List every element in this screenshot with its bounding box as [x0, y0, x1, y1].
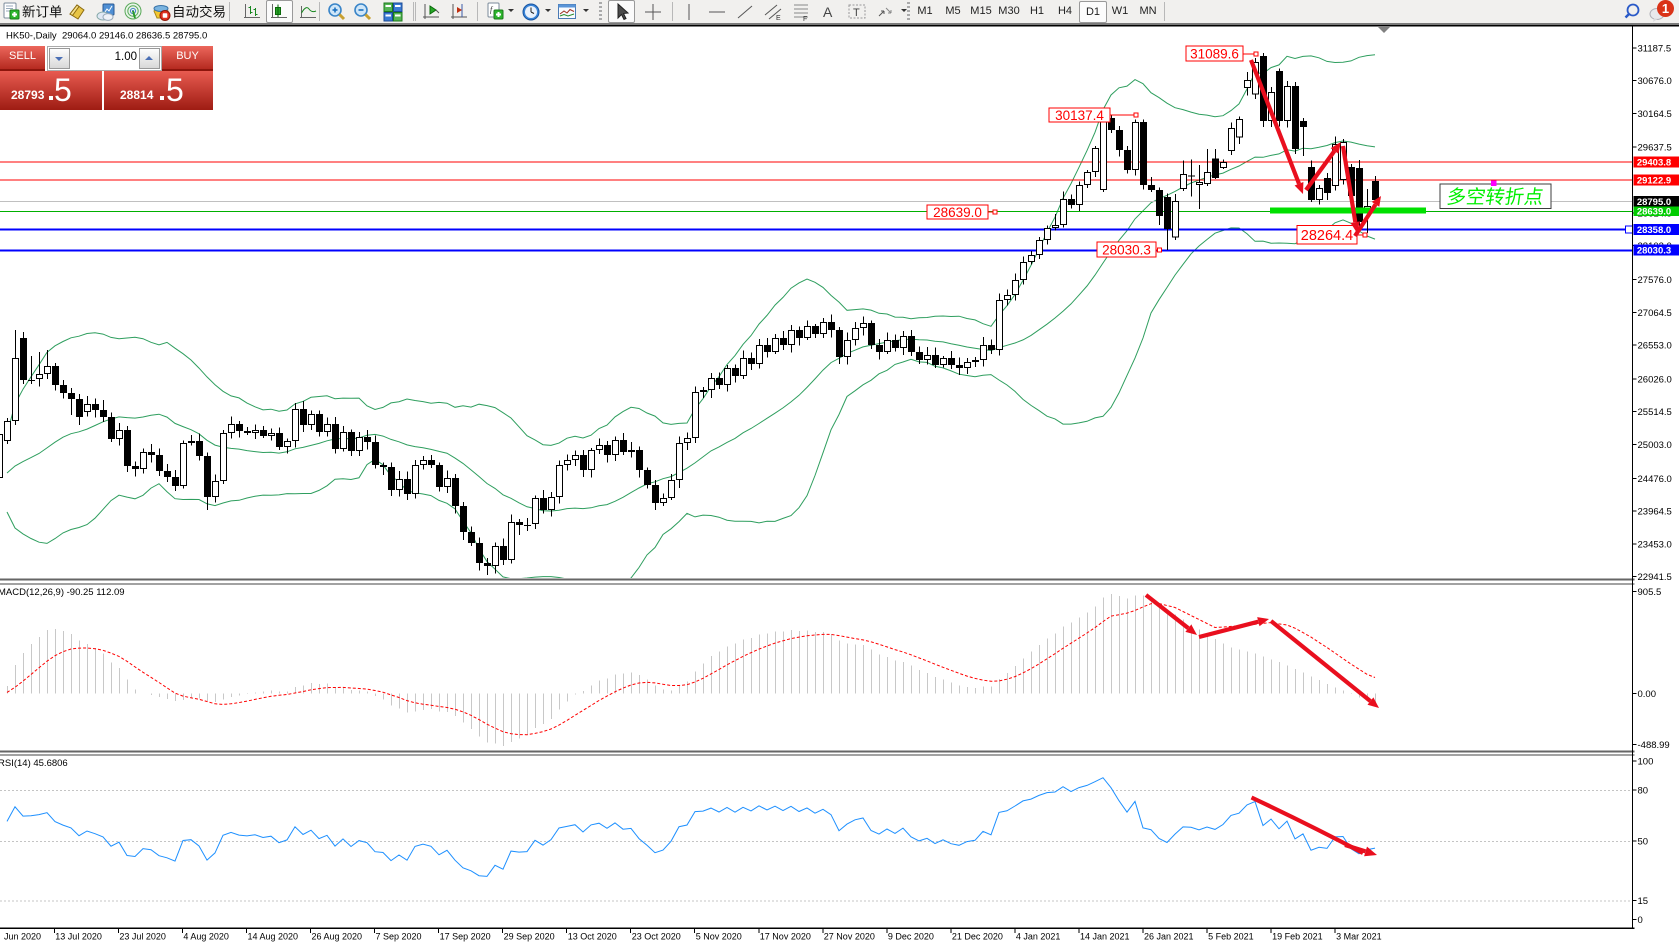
svg-text:-488.99: -488.99	[1638, 740, 1670, 751]
svg-text:7 Sep 2020: 7 Sep 2020	[376, 932, 422, 942]
svg-text:26026.0: 26026.0	[1638, 374, 1672, 385]
svg-text:21 Dec 2020: 21 Dec 2020	[952, 932, 1003, 942]
svg-text:28030.3: 28030.3	[1637, 246, 1671, 257]
svg-text:28639.0: 28639.0	[1637, 207, 1671, 218]
svg-text:23964.5: 23964.5	[1638, 507, 1672, 518]
svg-text:28639.0: 28639.0	[933, 205, 982, 220]
svg-text:HK50-,Daily 29064.0 29146.0 2: HK50-,Daily 29064.0 29146.0 28636.5 2879…	[6, 31, 207, 42]
svg-text:24476.0: 24476.0	[1638, 474, 1672, 485]
svg-text:25514.5: 25514.5	[1638, 407, 1672, 418]
svg-text:3 Mar 2021: 3 Mar 2021	[1336, 932, 1382, 942]
svg-text:30164.5: 30164.5	[1638, 109, 1672, 120]
svg-text:14 Jan 2021: 14 Jan 2021	[1080, 932, 1130, 942]
svg-text:4 Jan 2021: 4 Jan 2021	[1016, 932, 1061, 942]
svg-text:19 Feb 2021: 19 Feb 2021	[1272, 932, 1323, 942]
svg-text:E: E	[776, 15, 781, 22]
svg-text:26 Aug 2020: 26 Aug 2020	[312, 932, 363, 942]
svg-text:27576.0: 27576.0	[1638, 275, 1672, 286]
svg-text:31089.6: 31089.6	[1190, 46, 1239, 61]
svg-text:29637.5: 29637.5	[1638, 143, 1672, 154]
svg-text:9 Dec 2020: 9 Dec 2020	[888, 932, 934, 942]
svg-text:26553.0: 26553.0	[1638, 341, 1672, 352]
svg-text:28264.4: 28264.4	[1301, 228, 1353, 244]
svg-text:31187.5: 31187.5	[1638, 43, 1672, 54]
svg-text:25003.0: 25003.0	[1638, 440, 1672, 451]
svg-text:T: T	[853, 7, 860, 19]
svg-text:28795.0: 28795.0	[1637, 197, 1671, 208]
svg-text:28030.3: 28030.3	[1102, 242, 1151, 257]
svg-text:0.00: 0.00	[1638, 689, 1657, 700]
svg-text:13 Jul 2020: 13 Jul 2020	[55, 932, 102, 942]
svg-text:17 Sep 2020: 17 Sep 2020	[440, 932, 491, 942]
svg-text:RSI(14) 45.6806: RSI(14) 45.6806	[0, 758, 68, 769]
svg-text:13 Oct 2020: 13 Oct 2020	[568, 932, 617, 942]
svg-text:29122.9: 29122.9	[1637, 176, 1671, 187]
svg-text:23 Oct 2020: 23 Oct 2020	[632, 932, 681, 942]
svg-text:MACD(12,26,9) -90.25 112.09: MACD(12,26,9) -90.25 112.09	[0, 587, 125, 598]
svg-text:905.5: 905.5	[1638, 587, 1662, 598]
svg-text:50: 50	[1638, 837, 1649, 848]
svg-text:22941.5: 22941.5	[1638, 572, 1672, 583]
svg-text:23453.0: 23453.0	[1638, 539, 1672, 550]
svg-text:27 Nov 2020: 27 Nov 2020	[824, 932, 875, 942]
svg-text:f: f	[490, 5, 494, 14]
svg-text:23 Jul 2020: 23 Jul 2020	[119, 932, 166, 942]
svg-text:F: F	[803, 16, 807, 22]
svg-text:28358.0: 28358.0	[1637, 225, 1671, 236]
svg-text:30676.0: 30676.0	[1638, 76, 1672, 87]
svg-text:4 Aug 2020: 4 Aug 2020	[183, 932, 229, 942]
svg-text:26 Jan 2021: 26 Jan 2021	[1144, 932, 1194, 942]
svg-text:5 Nov 2020: 5 Nov 2020	[696, 932, 742, 942]
svg-text:29403.8: 29403.8	[1637, 158, 1671, 169]
svg-text:100: 100	[1638, 757, 1654, 768]
svg-text:14 Aug 2020: 14 Aug 2020	[248, 932, 299, 942]
svg-text:0: 0	[1638, 915, 1643, 926]
svg-text:30137.4: 30137.4	[1055, 108, 1104, 123]
svg-text:Jun 2020: Jun 2020	[4, 932, 41, 942]
svg-text:27064.5: 27064.5	[1638, 308, 1672, 319]
svg-text:29 Sep 2020: 29 Sep 2020	[504, 932, 555, 942]
svg-text:15: 15	[1638, 896, 1649, 907]
svg-text:17 Nov 2020: 17 Nov 2020	[760, 932, 811, 942]
svg-text:80: 80	[1638, 786, 1649, 797]
svg-text:5 Feb 2021: 5 Feb 2021	[1208, 932, 1254, 942]
svg-text:A: A	[823, 4, 833, 20]
